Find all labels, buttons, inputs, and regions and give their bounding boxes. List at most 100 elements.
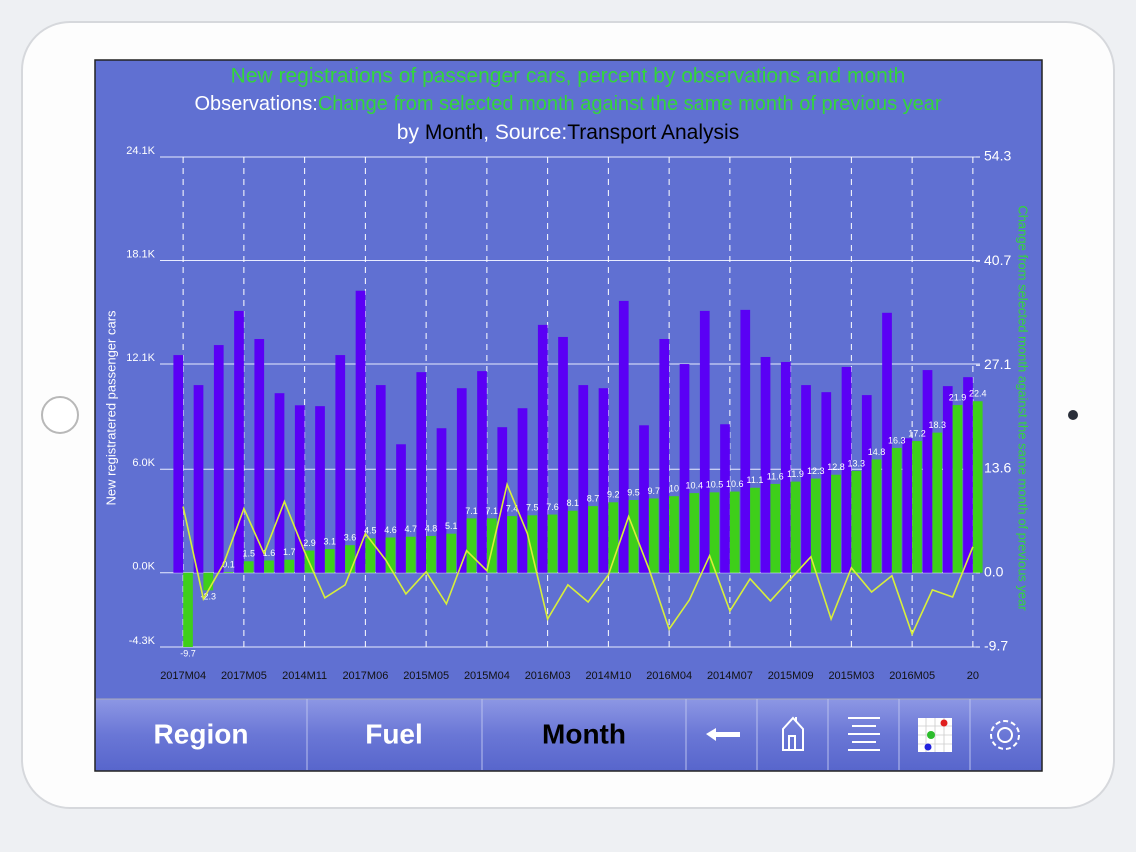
source-text: , Source: <box>483 121 567 144</box>
value-label: 1.5 <box>242 549 255 559</box>
bar <box>861 395 872 573</box>
bar <box>720 424 730 573</box>
value-label: 11.6 <box>767 471 784 481</box>
bar <box>952 405 963 573</box>
value-label: 5.1 <box>445 521 458 531</box>
value-label: 18.3 <box>928 420 946 430</box>
bar <box>203 572 214 591</box>
x-tick-label: 20 <box>967 670 979 682</box>
bar <box>567 510 578 573</box>
bar <box>436 428 447 573</box>
value-label: 11.9 <box>787 469 804 479</box>
value-label: 4.5 <box>364 526 377 536</box>
value-label: -2.3 <box>200 592 216 602</box>
back-button[interactable] <box>706 728 740 741</box>
bar <box>558 336 568 573</box>
bar <box>477 371 487 573</box>
value-label: 2.9 <box>303 538 316 548</box>
value-label: 7.6 <box>546 502 559 512</box>
bar <box>335 355 346 573</box>
bar <box>234 310 244 573</box>
bar <box>942 386 953 573</box>
bar <box>729 491 740 573</box>
value-label: 7.5 <box>526 503 539 513</box>
bar <box>689 493 700 573</box>
y-tick-label: 6.0K <box>132 457 155 469</box>
settings-button[interactable] <box>990 720 1020 750</box>
bar <box>527 515 538 573</box>
source-name: Transport Analysis <box>567 121 739 144</box>
bar <box>193 385 204 573</box>
bar <box>669 496 679 573</box>
plot: -9.7 -2.3 0.1 1.5 1.6 1.7 2.9 3.1 3.6 4.5 4.6 4.7 4.… <box>160 156 987 658</box>
x-tick-label: 2015M03 <box>828 670 874 682</box>
y2-axis-label: Change from selected month against the s… <box>1016 205 1031 611</box>
value-label: 12.8 <box>827 462 845 472</box>
y2-tick-label: 54.3 <box>984 148 1011 164</box>
subtitle-label: Observations: <box>194 93 317 115</box>
bar <box>912 441 922 573</box>
value-label: 16.3 <box>888 435 906 445</box>
value-label: 0.1 <box>222 559 235 569</box>
chart-subtitle: Observations:Change from selected month … <box>194 93 941 115</box>
bar <box>801 385 811 573</box>
value-label: 4.8 <box>425 523 438 533</box>
value-label: 9.5 <box>627 487 640 497</box>
bar <box>426 535 436 573</box>
bar <box>466 518 477 573</box>
x-tick-label: 2015M05 <box>403 670 449 682</box>
toolbar <box>96 699 1041 770</box>
sort-button[interactable] <box>848 717 880 751</box>
bar <box>922 370 933 573</box>
bar <box>405 536 416 573</box>
home-button[interactable] <box>41 396 79 434</box>
bar <box>315 406 325 573</box>
value-label: 4.6 <box>384 525 397 535</box>
x-tick-label: 2016M04 <box>646 670 692 682</box>
bar <box>891 447 902 573</box>
value-label: 10.6 <box>726 479 744 489</box>
bar <box>264 560 274 573</box>
bar <box>608 502 619 573</box>
bar <box>598 388 609 573</box>
x-tick-label: 2014M07 <box>707 670 753 682</box>
bar <box>284 559 295 573</box>
home-icon-button[interactable] <box>782 716 804 751</box>
bar <box>882 312 892 573</box>
bar <box>173 355 184 573</box>
bar <box>416 372 427 573</box>
subtitle-value: Change from selected month against the s… <box>318 93 942 115</box>
bar <box>821 392 832 573</box>
bar <box>355 290 366 573</box>
tab-region[interactable]: Region <box>154 718 249 749</box>
value-label: 3.6 <box>344 533 357 543</box>
bar <box>507 516 517 573</box>
chart-source: by Month, Source:Transport Analysis <box>397 121 739 144</box>
x-tick-label: 2017M04 <box>160 670 206 682</box>
camera <box>1068 410 1078 420</box>
bar <box>547 514 558 573</box>
value-label: 13.3 <box>847 458 865 468</box>
value-label: 17.2 <box>908 428 926 438</box>
tab-month[interactable]: Month <box>542 718 626 749</box>
chart-type-button[interactable] <box>918 718 952 752</box>
value-label: 7.1 <box>465 506 478 516</box>
value-label: 7.4 <box>506 503 519 513</box>
tab-fuel[interactable]: Fuel <box>365 718 423 749</box>
bar <box>709 492 720 573</box>
bar <box>659 339 670 573</box>
value-label: 22.4 <box>969 389 987 399</box>
bar <box>628 500 639 573</box>
value-label: -9.7 <box>180 648 196 658</box>
bar <box>578 385 589 573</box>
y2-tick-label: 13.6 <box>984 459 1011 475</box>
bar <box>810 478 821 573</box>
bar <box>497 427 508 573</box>
bar <box>750 487 760 573</box>
x-tick-label: 2015M09 <box>768 670 814 682</box>
value-label: 21.9 <box>949 392 967 402</box>
bar <box>963 377 973 573</box>
bar <box>243 561 254 573</box>
value-label: 10 <box>669 484 679 494</box>
